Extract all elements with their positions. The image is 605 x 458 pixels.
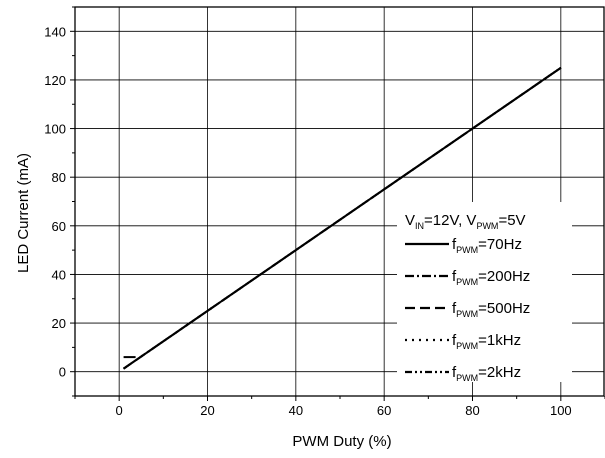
legend-label: fPWM=500Hz: [452, 300, 530, 319]
legend-box: [397, 202, 572, 382]
legend-label: fPWM=70Hz: [452, 236, 522, 255]
tick-labels: 0 20 40 60 80 100 0 20 40 60 80 100 120 140: [44, 24, 571, 418]
ticks: [70, 6, 605, 401]
y-axis-title: LED Current (mA): [15, 153, 32, 273]
x-tick-label: 20: [200, 403, 214, 418]
y-tick-label: 40: [52, 267, 66, 282]
x-tick-label: 60: [377, 403, 391, 418]
y-tick-label: 120: [44, 73, 66, 88]
y-tick-label: 60: [52, 219, 66, 234]
grid: [75, 7, 604, 396]
y-tick-label: 80: [52, 170, 66, 185]
y-tick-label: 100: [44, 122, 66, 137]
series-line: [123, 66, 562, 370]
y-tick-label: 20: [52, 316, 66, 331]
legend-label: fPWM=1kHz: [452, 332, 521, 351]
legend: VIN=12V, VPWM=5V fPWM=70HzfPWM=200HzfPWM…: [397, 202, 572, 383]
legend-label: fPWM=2kHz: [452, 364, 521, 383]
legend-label: fPWM=200Hz: [452, 268, 530, 287]
x-axis-title: PWM Duty (%): [292, 433, 391, 450]
x-tick-label: 40: [289, 403, 303, 418]
x-tick-label: 0: [116, 403, 123, 418]
x-tick-label: 100: [550, 403, 572, 418]
x-tick-label: 80: [465, 403, 479, 418]
y-tick-label: 140: [44, 24, 66, 39]
legend-header: VIN=12V, VPWM=5V: [405, 212, 526, 231]
series-layer: [123, 66, 562, 370]
legend-entries: fPWM=70Hz fPWM=200Hz fPWM=500Hz fPWM=1kHz fP…: [405, 236, 530, 383]
y-tick-label: 0: [59, 365, 66, 380]
